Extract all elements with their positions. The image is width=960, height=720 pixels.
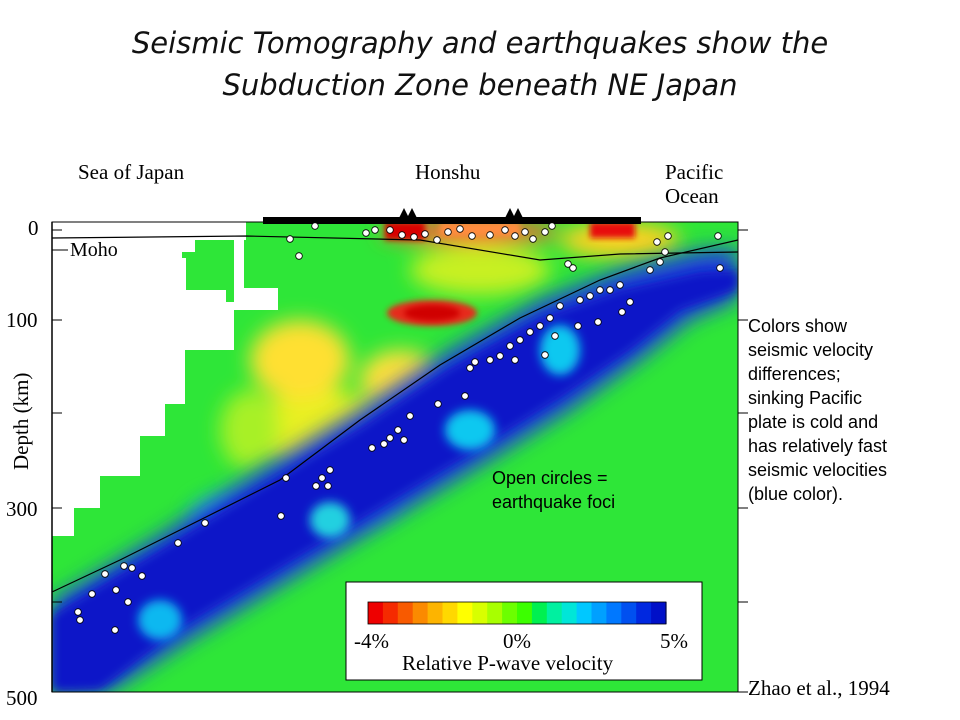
side-line: plate is cold and [748,412,879,432]
colorbar-swatch [561,602,578,624]
colorbar-swatch [457,602,473,624]
slide-title: Seismic Tomography and earthquakes show … [40,22,920,106]
foci-annotation: Open circles = earthquake foci [492,466,682,514]
surface-bar [263,217,641,224]
colorbar-swatch [502,602,518,624]
colorbar-legend: -4% 0% 5% Relative P-wave velocity [345,581,703,681]
tick-marks [52,229,748,693]
side-line: sinking Pacific [748,388,863,408]
colorbar-swatch [412,602,429,624]
slab-top-boundary [51,239,739,593]
colorbar-swatch [368,602,384,624]
colorbar-outline [367,601,667,625]
side-explanation: Colors show seismic velocity differences… [748,314,948,506]
colorbar-title: Relative P-wave velocity [402,651,614,675]
side-line: (blue color). [748,484,844,504]
colorbar-swatch [397,602,414,624]
colorbar-swatch [382,602,399,624]
tick-label-100: 100 [6,308,38,332]
side-line: differences; [748,364,841,384]
moho-label: Moho [70,239,118,261]
volcano-icon [405,208,419,222]
colorbar-swatch [621,602,637,624]
colorbar-swatch [546,602,563,624]
region-pacific-line-1: Pacific [665,160,724,184]
region-pacific: Pacific Ocean [665,160,723,208]
earthquake-foci [74,222,724,634]
axis-label-depth: Depth (km) [9,373,33,470]
colorbar-swatch [442,602,458,624]
foci-annotation-line-2: earthquake foci [492,492,616,512]
side-line: has relatively fast [748,436,888,456]
colorbar-swatch [576,602,593,624]
side-line: Colors show [748,316,848,336]
volcano-markers [397,208,525,222]
colorbar-swatch [472,602,488,624]
tick-label-0: 0 [28,216,39,240]
side-line: seismic velocities [748,460,888,480]
colorbar-swatch [591,602,607,624]
tick-label-300: 300 [6,497,38,521]
region-sea-of-japan: Sea of Japan [78,160,185,184]
tick-label-500: 500 [6,686,38,710]
colorbar-mid-label: 0% [503,629,531,653]
side-line: seismic velocity [748,340,874,360]
title-line-2: Subduction Zone beneath NE Japan [222,68,738,102]
colorbar-max-label: 5% [660,629,688,653]
colorbar-swatch [636,602,652,624]
region-pacific-line-2: Ocean [665,184,719,208]
citation: Zhao et al., 1994 [748,676,890,700]
colorbar-swatch [606,602,622,624]
colorbar-swatch [427,602,444,624]
colorbar-swatch [651,602,667,624]
moho-boundary [51,235,739,261]
colorbar-swatch [531,602,548,624]
colorbar-box [345,581,703,681]
foci-annotation-line-1: Open circles = [492,468,608,488]
volcano-icon [511,208,525,222]
title-line-1: Seismic Tomography and earthquakes show … [131,26,829,60]
colorbar-swatch [487,602,503,624]
colorbar-strip [368,602,667,624]
colorbar-min-label: -4% [354,629,389,653]
region-honshu: Honshu [415,160,481,184]
colorbar-swatch [517,602,533,624]
